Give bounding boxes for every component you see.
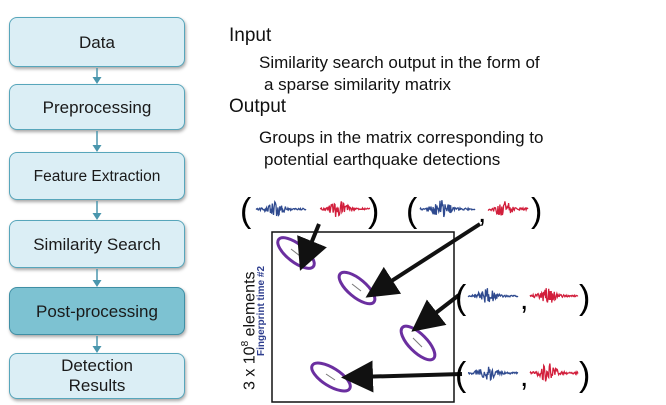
stage-post-processing: Post-processing: [9, 287, 185, 335]
close-paren-icon: ): [579, 356, 590, 394]
pointer-arrow-3: [411, 293, 461, 332]
stage-detection-results: Detection Results: [9, 353, 185, 399]
pointer-arrow-4: [341, 360, 463, 393]
waveform-pair-4: ( , ): [455, 356, 590, 394]
stage-label-feature-extraction: Feature Extraction: [33, 167, 161, 185]
pipeline-arrow-4: [92, 269, 102, 287]
seismic-wave-red-icon: [529, 288, 579, 303]
input-text-line1: Similarity search output in the form of: [259, 53, 540, 72]
waveform-pair-3: ( , ): [455, 279, 590, 317]
pipeline-arrow-3: [92, 201, 102, 220]
waveform-pair-1: ( ): [240, 192, 379, 230]
pipeline-arrows: [92, 68, 102, 353]
stage-preprocessing: Preprocessing: [9, 84, 185, 130]
seismic-wave-blue-icon: [255, 199, 307, 217]
output-text-line1: Groups in the matrix corresponding to: [259, 128, 544, 147]
stage-label-data: Data: [79, 32, 115, 52]
close-paren-icon: ): [531, 192, 542, 230]
close-paren-icon: ): [368, 192, 379, 230]
stage-data: Data: [9, 17, 185, 67]
stage-label-preprocessing: Preprocessing: [42, 97, 152, 117]
open-paren-icon: (: [455, 279, 467, 317]
open-paren-icon: (: [240, 192, 252, 230]
waveform-pair-2: ( , ): [406, 192, 542, 230]
open-paren-icon: (: [406, 192, 418, 230]
pipeline-arrow-1: [92, 68, 102, 84]
pipeline-arrow-2: [92, 131, 102, 152]
close-paren-icon: ): [579, 279, 590, 317]
seismic-wave-blue-icon: [467, 288, 519, 303]
pointer-arrow-1: [297, 223, 327, 271]
comma-icon: ,: [478, 196, 486, 229]
pipeline-arrow-5: [92, 336, 102, 353]
comma-icon: ,: [520, 360, 528, 393]
stage-label-detection-results: Detection Results: [61, 356, 133, 395]
pointer-arrow-2: [365, 222, 482, 298]
open-paren-icon: (: [455, 356, 467, 394]
detection-ellipse-2: [337, 270, 377, 306]
stage-label-similarity-search: Similarity Search: [33, 234, 161, 254]
matrix-frame: [271, 231, 455, 403]
matrix-ylabel-exponent: 8: [240, 340, 251, 347]
stage-label-post-processing: Post-processing: [36, 301, 158, 321]
stage-similarity-search: Similarity Search: [9, 220, 185, 268]
output-text-line2: potential earthquake detections: [264, 150, 501, 169]
detection-ellipse-4: [310, 361, 352, 393]
seismic-wave-red-icon: [529, 363, 579, 382]
input-heading: Input: [229, 25, 272, 46]
seismic-wave-red-icon: [319, 201, 371, 217]
seismic-wave-blue-icon: [419, 200, 476, 218]
input-text-line2: a sparse similarity matrix: [264, 75, 452, 94]
seismic-wave-blue-icon: [467, 366, 519, 382]
detection-ellipse-3: [399, 324, 437, 362]
matrix-sublabel: Fingerprint time #2: [256, 265, 267, 356]
output-heading: Output: [229, 96, 287, 117]
comma-icon: ,: [520, 283, 528, 316]
stage-feature-extraction: Feature Extraction: [9, 152, 185, 200]
seismic-wave-red-icon: [487, 201, 529, 216]
